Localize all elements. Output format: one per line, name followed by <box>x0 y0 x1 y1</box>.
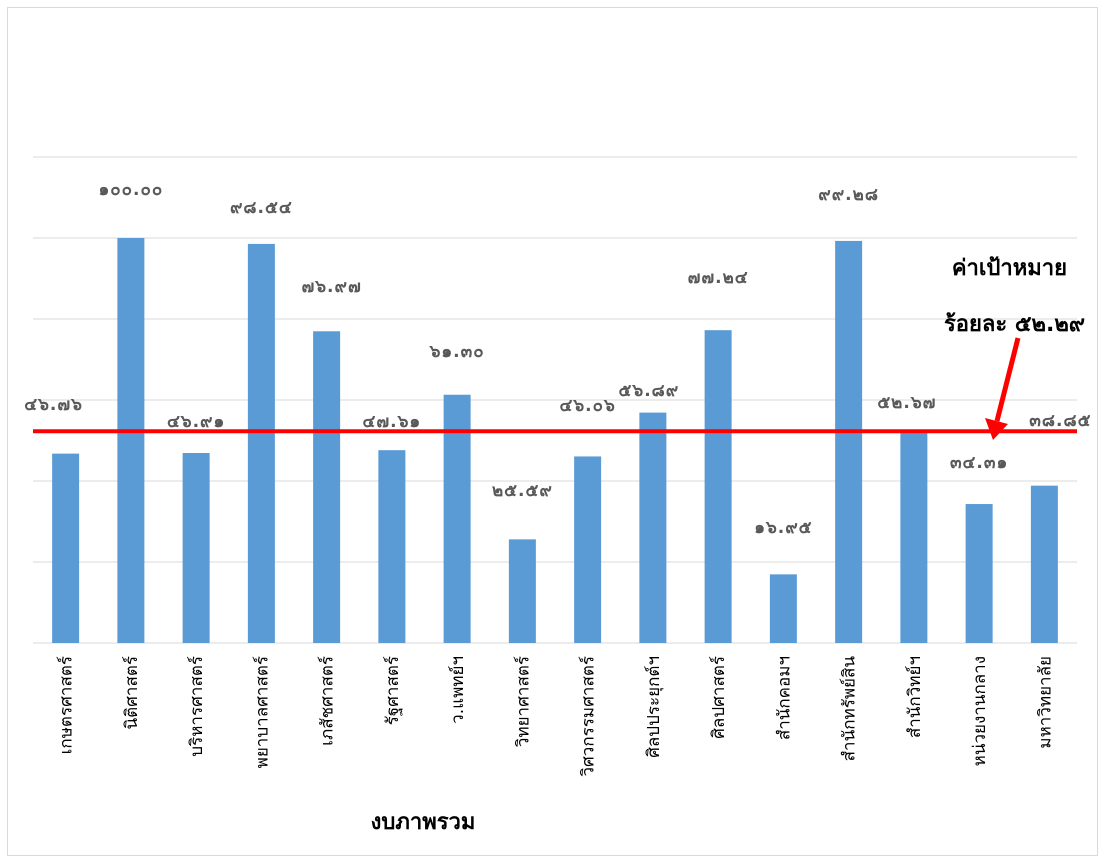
category-label-2: นิติศาสตร์ <box>122 656 142 730</box>
bar-2 <box>117 238 144 643</box>
category-label-10: ศิลปประยุกต์ฯ <box>644 656 664 758</box>
category-label-9: วิศวกรรมศาสตร์ <box>579 656 599 777</box>
category-label-1: เกษตรศาสตร์ <box>57 656 77 754</box>
value-label-16: ๓๘.๘๕ <box>1029 411 1091 431</box>
value-label-9: ๔๖.๐๖ <box>559 396 615 416</box>
bar-13 <box>835 241 862 643</box>
value-label-10: ๕๖.๘๙ <box>619 381 680 401</box>
bar-15 <box>966 504 993 643</box>
bar-3 <box>183 453 210 643</box>
category-label-13: สำนักทรัพย์สิน <box>840 656 860 762</box>
x-axis-label: งบภาพรวม <box>371 810 476 835</box>
bar-5 <box>313 331 340 643</box>
bar-11 <box>705 330 732 643</box>
bar-12 <box>770 574 797 643</box>
bar-14 <box>900 430 927 643</box>
category-label-4: พยาบาลศาสตร์ <box>252 656 272 768</box>
category-label-14: สำนักวิทย์ฯ <box>905 656 925 738</box>
value-label-4: ๙๘.๕๔ <box>230 198 293 218</box>
value-label-8: ๒๕.๕๙ <box>492 481 553 501</box>
category-label-5: เภสัชศาสตร์ <box>318 656 338 746</box>
value-label-13: ๙๙.๒๘ <box>818 185 879 205</box>
category-label-8: วิทยาศาสตร์ <box>513 656 533 748</box>
bar-9 <box>574 456 601 643</box>
bar-1 <box>52 454 79 643</box>
value-label-14: ๕๒.๖๗ <box>877 393 936 413</box>
category-label-6: รัฐศาสตร์ <box>383 656 403 725</box>
bars <box>52 238 1058 643</box>
target-label-line1: ค่าเป้าหมาย <box>952 256 1067 281</box>
value-label-7: ๖๑.๓๐ <box>429 342 485 362</box>
value-label-15: ๓๔.๓๑ <box>950 453 1008 473</box>
category-label-12: สำนักคอมฯ <box>774 656 794 740</box>
value-label-11: ๗๗.๒๔ <box>688 268 749 288</box>
target-arrow-head <box>985 418 1008 440</box>
value-label-5: ๗๖.๙๗ <box>301 277 361 297</box>
value-label-2: ๑๐๐.๐๐ <box>98 180 163 200</box>
bar-4 <box>248 244 275 643</box>
target-arrow <box>997 338 1018 421</box>
target-label-line2: ร้อยละ ๕๒.๒๙ <box>944 312 1085 337</box>
category-label-3: บริหารศาสตร์ <box>187 656 207 757</box>
value-label-1: ๔๖.๗๖ <box>24 395 83 415</box>
value-label-6: ๔๗.๖๑ <box>363 412 422 432</box>
bar-6 <box>378 450 405 643</box>
value-label-12: ๑๖.๙๕ <box>754 518 812 538</box>
bar-10 <box>639 413 666 643</box>
category-label-11: ศิลปศาสตร์ <box>709 656 729 739</box>
category-label-15: หน่วยงานกลาง <box>970 656 990 766</box>
value-label-3: ๔๖.๙๑ <box>167 412 225 432</box>
category-label-7: ว.แพทย์ฯ <box>448 656 468 724</box>
category-label-16: มหาวิทยาลัย <box>1035 656 1055 749</box>
category-labels: เกษตรศาสตร์ นิติศาสตร์ บริหารศาสตร์ พยาบาลศ… <box>57 656 1056 777</box>
bar-16 <box>1031 486 1058 643</box>
bar-8 <box>509 539 536 643</box>
